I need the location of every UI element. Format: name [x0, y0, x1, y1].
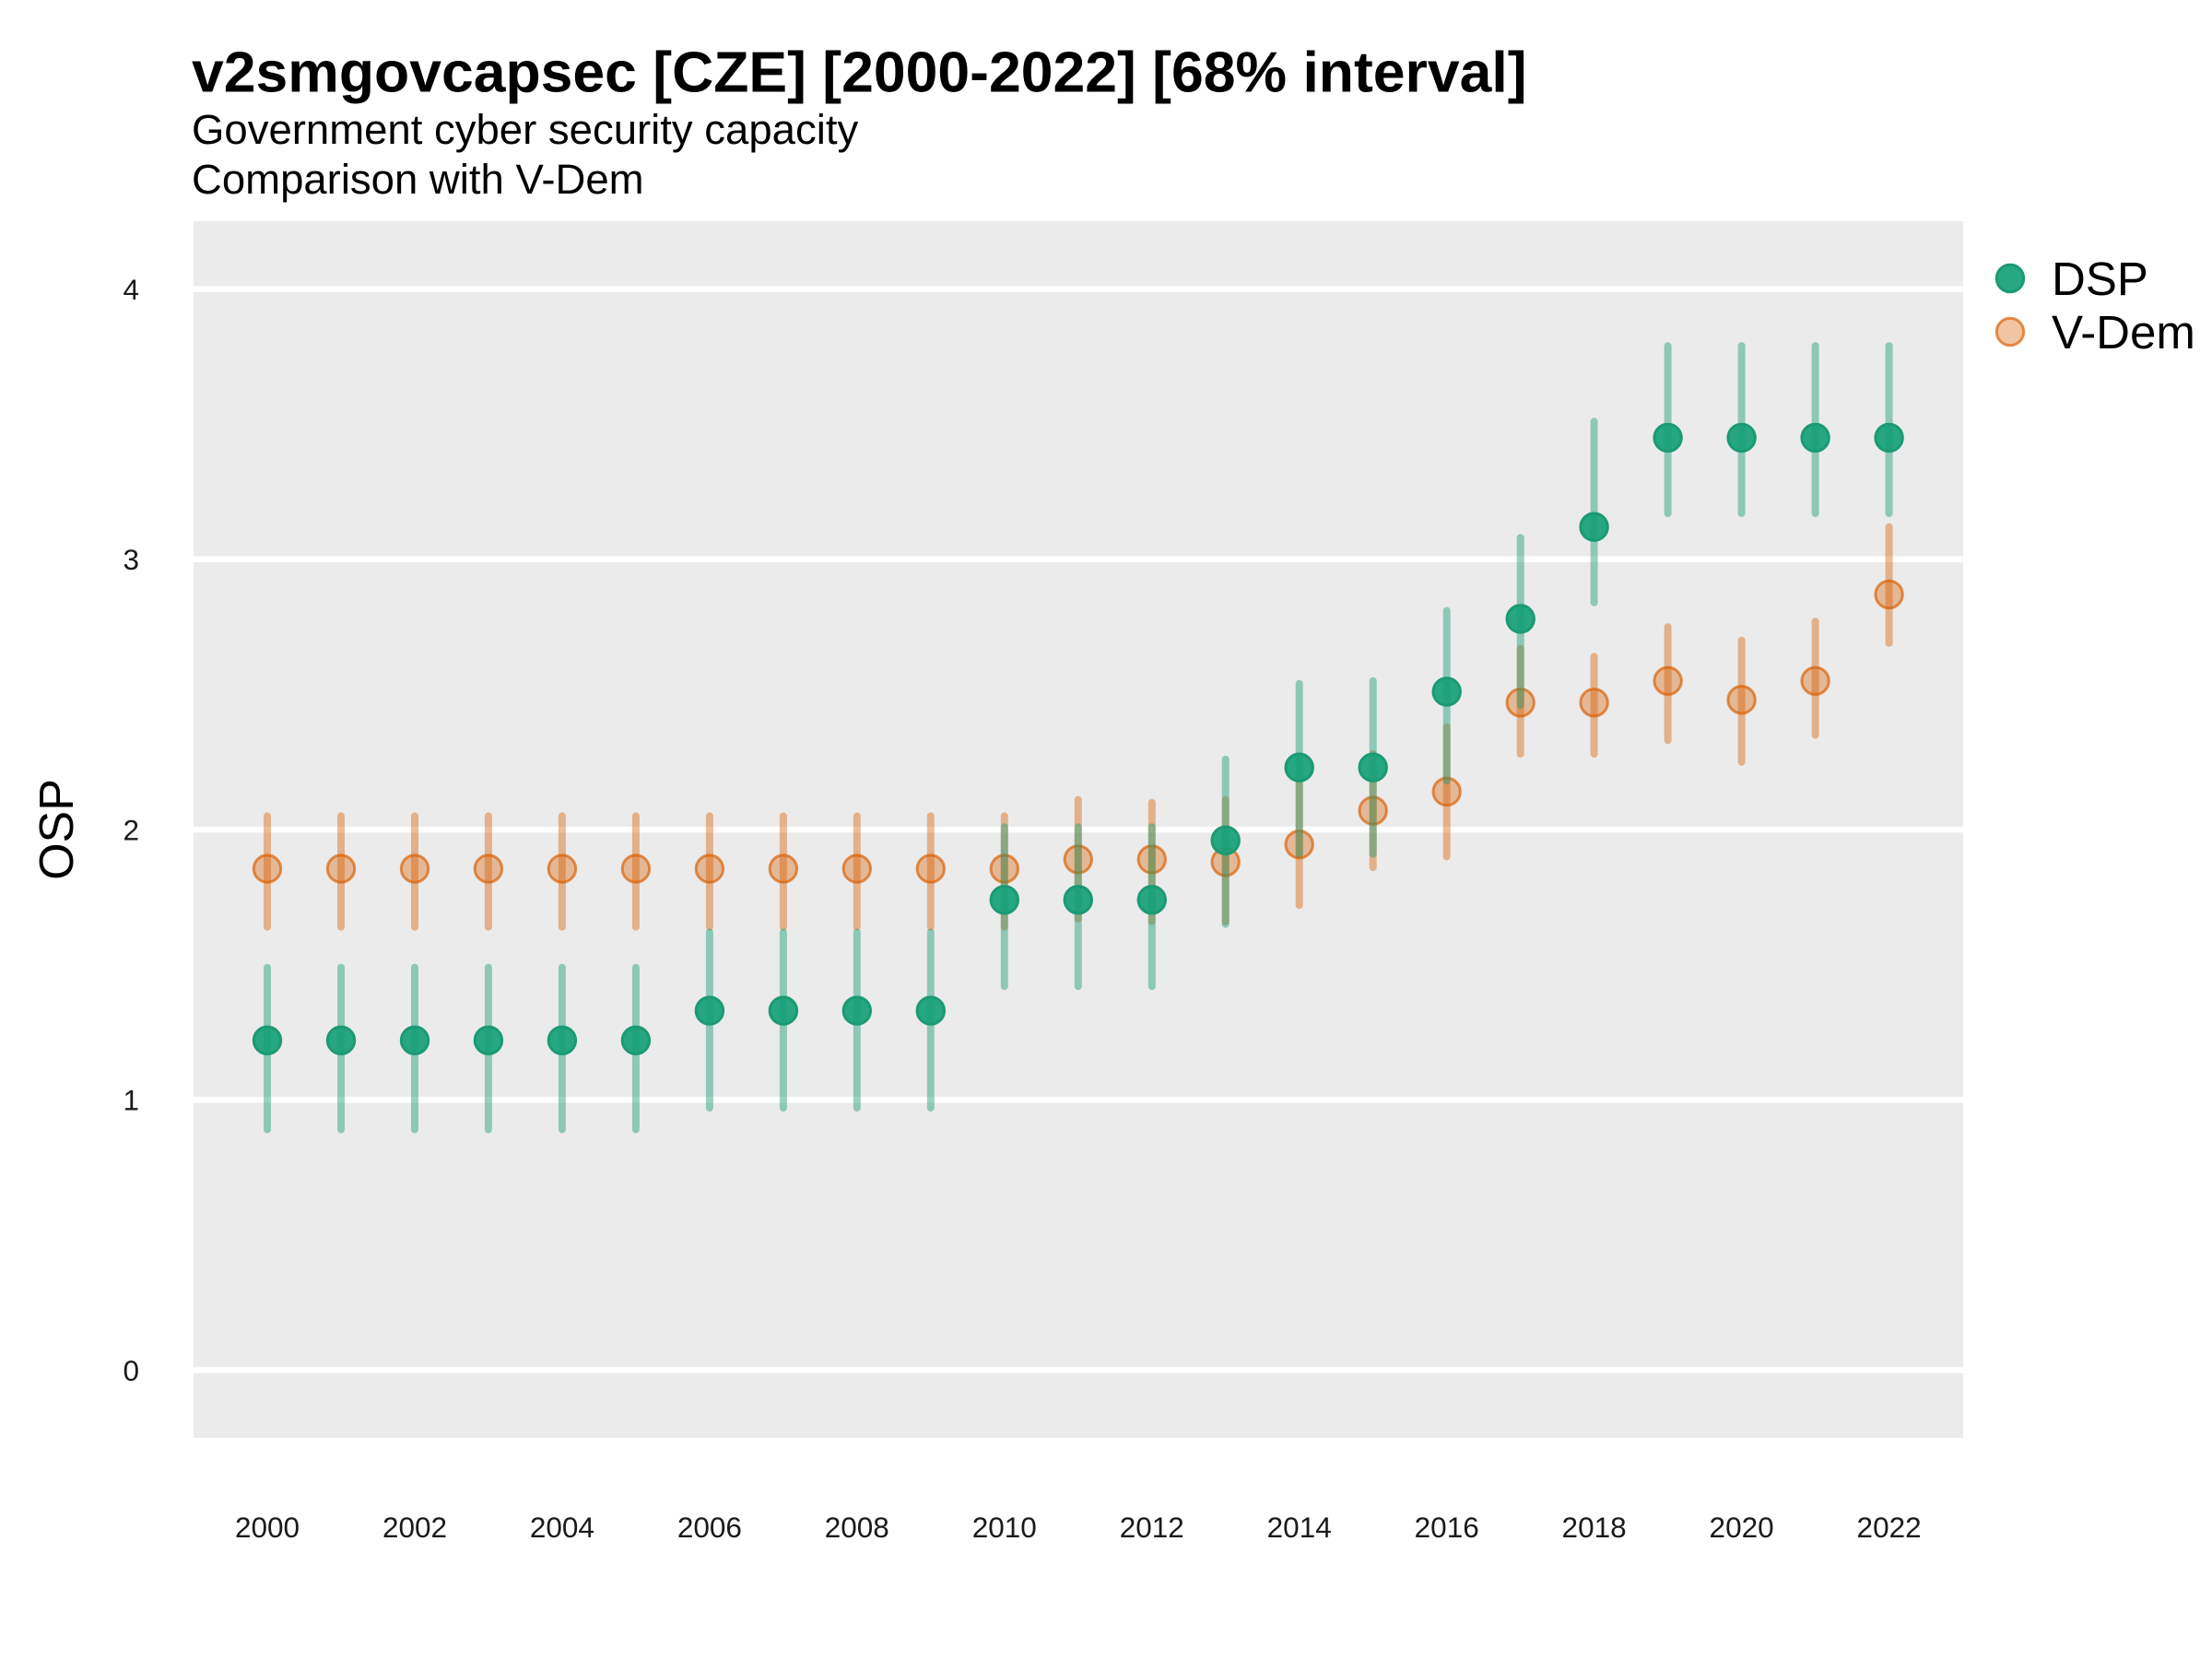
svg-text:2008: 2008 [825, 1511, 889, 1544]
svg-text:2012: 2012 [1120, 1511, 1184, 1544]
svg-text:2006: 2006 [677, 1511, 742, 1544]
svg-text:OSP: OSP [30, 779, 84, 880]
svg-text:1: 1 [123, 1084, 139, 1117]
svg-text:2018: 2018 [1562, 1511, 1627, 1544]
svg-text:2010: 2010 [972, 1511, 1037, 1544]
svg-text:V-Dem: V-Dem [2052, 306, 2195, 359]
svg-text:2016: 2016 [1415, 1511, 1479, 1544]
svg-text:v2smgovcapsec [CZE] [2000-2022: v2smgovcapsec [CZE] [2000-2022] [68% int… [192, 41, 1527, 105]
svg-text:0: 0 [123, 1354, 139, 1387]
svg-text:4: 4 [123, 273, 139, 306]
svg-text:Government cyber security capa: Government cyber security capacity [192, 106, 858, 153]
svg-text:Comparison with V-Dem: Comparison with V-Dem [192, 156, 644, 203]
svg-text:2000: 2000 [235, 1511, 300, 1544]
svg-text:2022: 2022 [1857, 1511, 1922, 1544]
svg-text:DSP: DSP [2052, 253, 2148, 305]
svg-text:2020: 2020 [1710, 1511, 1774, 1544]
svg-text:2004: 2004 [530, 1511, 594, 1544]
svg-text:2002: 2002 [382, 1511, 447, 1544]
svg-text:2014: 2014 [1267, 1511, 1332, 1544]
svg-text:2: 2 [123, 813, 139, 846]
svg-text:3: 3 [123, 543, 139, 576]
